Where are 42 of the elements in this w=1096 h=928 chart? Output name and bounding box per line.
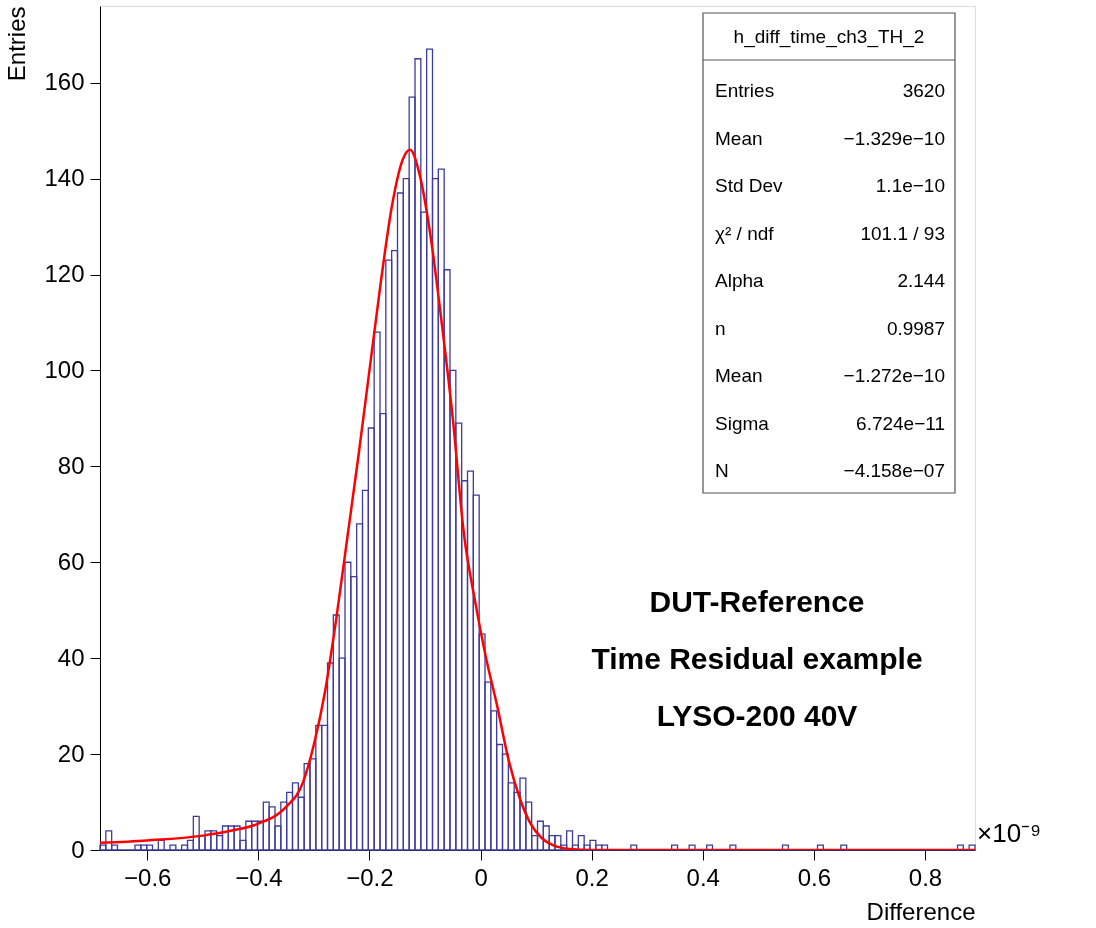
x-tick-label: 0.8 [908,863,943,891]
annotation: h_diff_time_ch3_TH_2 [733,26,925,48]
x-tick-label: −0.4 [235,863,283,891]
annotation: −1.272e−10 [843,365,945,386]
annotation: 101.1 / 93 [860,222,945,244]
annotation: −4.158e−07 [843,460,945,481]
annotation: −1.329e−10 [843,127,945,149]
x-axis-title: Difference [866,897,976,925]
y-axis-title: Entries [3,6,31,82]
x-tick-label: −0.6 [124,863,172,891]
annotation: 0.9987 [886,317,945,339]
y-tick-label: 140 [44,164,85,192]
annotation: χ² / ndf [715,222,775,244]
annotation: 1.1e−10 [875,175,945,196]
x-tick-label: −0.2 [346,863,394,891]
annotation: Alpha [715,270,765,291]
x-tick-label: 0.4 [686,863,720,891]
annotation: LYSO-200 40V [656,699,858,732]
annotation: Entries [715,80,775,101]
annotation: DUT-Reference [649,585,865,618]
y-tick-label: 100 [44,355,85,383]
annotation: Time Residual example [591,642,923,675]
annotation: Std Dev [715,175,784,196]
annotation: 6.724e−11 [856,412,945,434]
y-tick-label: 60 [57,547,85,575]
annotation: n [715,317,726,339]
y-tick-label: 0 [71,835,85,863]
x-tick-label: 0.2 [575,863,609,891]
y-tick-label: 20 [57,739,85,767]
annotation: Mean [715,127,763,149]
x-tick-label: 0.6 [797,863,832,891]
annotation: N [715,460,729,481]
y-tick-label: 160 [44,68,85,96]
annotation: Sigma [715,412,770,434]
annotation: 3620 [902,80,945,101]
x-tick-label: 0 [474,863,488,891]
y-tick-label: 40 [57,643,85,671]
annotation: 2.144 [897,270,946,291]
annotation: Mean [715,365,763,386]
text: ×10⁻⁹ [977,818,1042,848]
y-tick-label: 120 [44,260,85,288]
y-tick-label: 80 [57,451,85,479]
